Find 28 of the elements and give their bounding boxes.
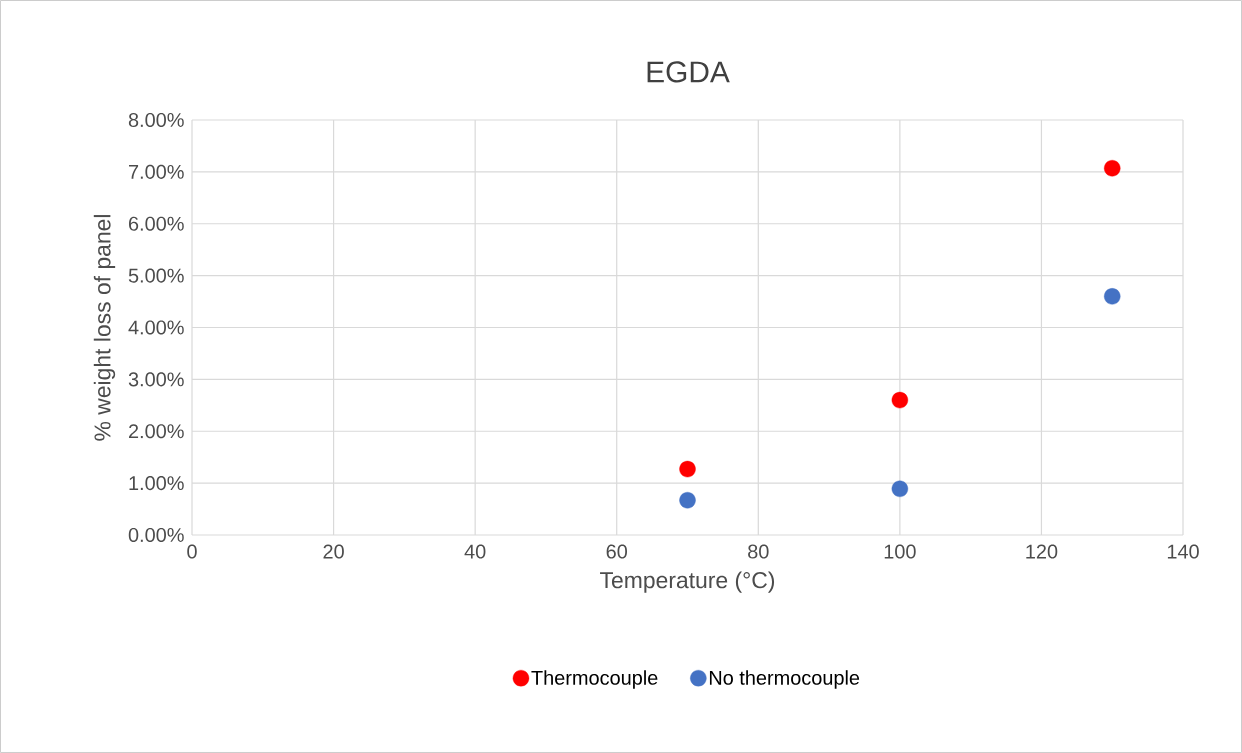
x-tick-label: 20 [323, 544, 344, 559]
x-tick-label: 140 [1167, 544, 1199, 559]
x-axis-title: Temperature (°C) [600, 571, 775, 593]
legend-label: Thermocouple [531, 670, 658, 689]
x-tick-label: 120 [1026, 544, 1058, 559]
x-tick-label: 40 [464, 544, 486, 559]
y-tick-label: 2.00% [128, 424, 184, 439]
y-tick-label: 6.00% [129, 216, 184, 231]
point [891, 391, 909, 409]
point [679, 492, 696, 509]
x-tick-label: 60 [606, 544, 628, 559]
y-tick-label: 8.00% [128, 112, 184, 128]
legend-label: No thermocouple [709, 670, 860, 689]
point [1104, 160, 1121, 177]
chart-title: EGDA [647, 61, 730, 83]
y-tick-label: 7.00% [129, 164, 184, 179]
x-tick-label: 0 [187, 544, 197, 559]
y-tick-label: 4.00% [128, 320, 184, 335]
y-tick-label: 3.00% [128, 372, 184, 387]
y-tick-label: 0.00% [128, 527, 184, 543]
y-tick-label: 1.00% [129, 476, 184, 491]
y-tick-label: 5.00% [128, 268, 184, 283]
point [1104, 288, 1121, 305]
x-tick-label: 80 [748, 544, 769, 559]
point [679, 460, 696, 478]
y-axis-title: % weight loss of panel [93, 215, 116, 441]
x-tick-label: 100 [884, 544, 916, 559]
point [891, 480, 909, 498]
